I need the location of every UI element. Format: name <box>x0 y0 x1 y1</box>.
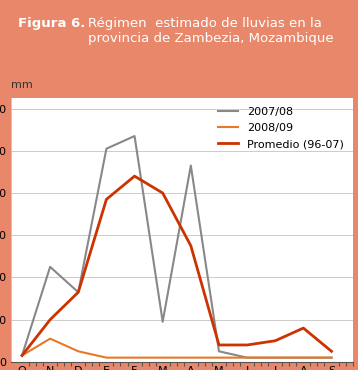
Text: Figura 6.: Figura 6. <box>18 17 85 30</box>
Text: mm: mm <box>11 80 33 90</box>
Legend: 2007/08, 2008/09, Promedio (96-07): 2007/08, 2008/09, Promedio (96-07) <box>215 104 347 152</box>
Text: Régimen  estimado de lluvias en la
provincia de Zambezia, Mozambique: Régimen estimado de lluvias en la provin… <box>88 17 333 45</box>
